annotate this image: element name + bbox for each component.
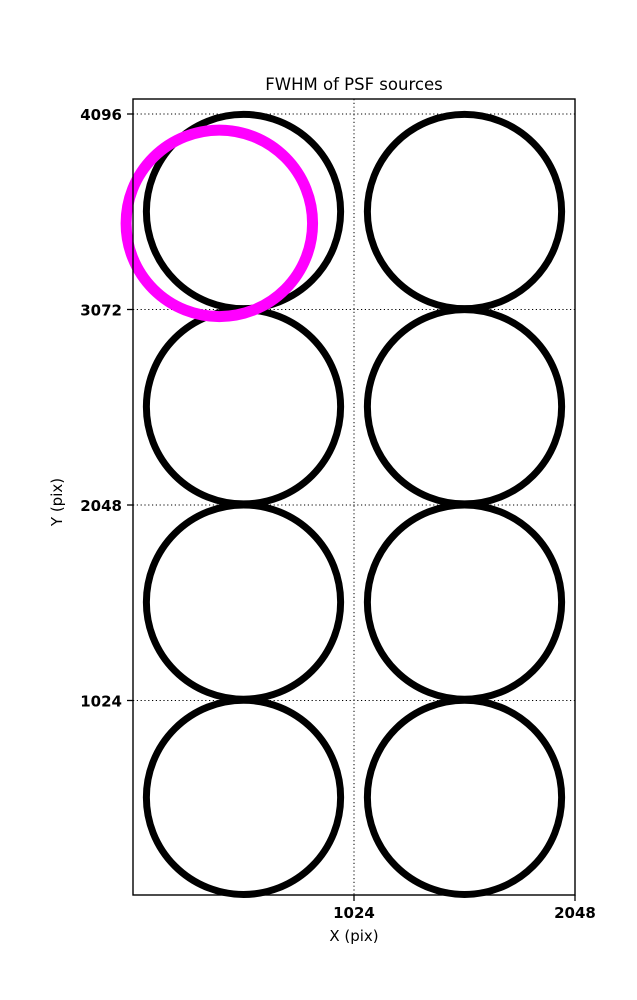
selected-source-markers[interactable] — [120, 124, 319, 323]
ytick-label-4096: 4096 — [80, 106, 122, 124]
plot-title: FWHM of PSF sources — [265, 75, 442, 94]
y-axis-label: Y (pix) — [48, 478, 66, 527]
xtick-label-2048: 2048 — [554, 904, 596, 922]
ytick-label-2048: 2048 — [80, 497, 122, 515]
ytick-label-1024: 1024 — [80, 693, 122, 711]
xtick-label-1024: 1024 — [333, 904, 375, 922]
ytick-label-3072: 3072 — [80, 302, 122, 320]
x-axis-label: X (pix) — [329, 927, 378, 945]
selected-source-marker[interactable] — [120, 124, 319, 323]
